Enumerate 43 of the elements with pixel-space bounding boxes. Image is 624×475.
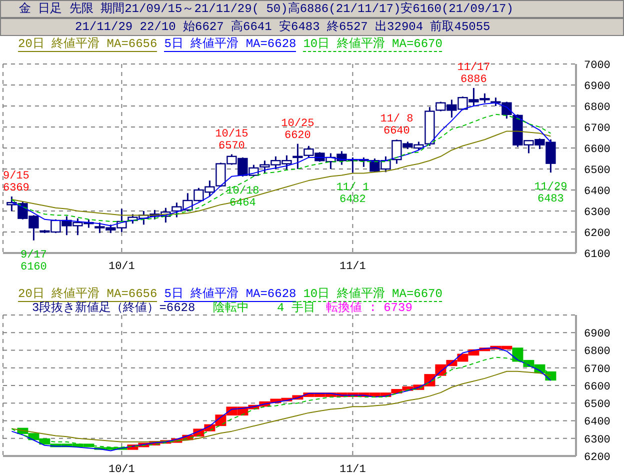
annotation: 11/ 8 6640 xyxy=(380,114,414,138)
annotation: 10/18 6464 xyxy=(226,186,260,210)
y-tick-label: 6100 xyxy=(584,248,610,261)
y-tick-label: 6700 xyxy=(584,364,610,376)
chart-title: 金 日足 先限 期間21/09/15～21/11/29( 50)高6886(21/11/17)安6160(21/09/17) xyxy=(0,0,624,18)
y-tick-label: 6300 xyxy=(584,206,610,219)
y-tick-label: 7000 xyxy=(584,60,610,72)
y-tick-label: 6800 xyxy=(584,346,610,358)
x-tick-label: 10/1 xyxy=(108,260,136,273)
annotation: 9/17 6160 xyxy=(20,249,47,274)
text: 5日 終値平滑 MA=6628 xyxy=(164,37,296,52)
text: 10日 終値平滑 MA=6670 xyxy=(303,37,442,52)
y-tick-label: 6300 xyxy=(584,434,610,446)
y-tick-label: 6200 xyxy=(584,228,610,240)
annotation: 3段抜き新値足（終値）=6628 xyxy=(32,301,196,315)
y-tick-label: 6200 xyxy=(584,452,610,464)
annotation: 10/25 6620 xyxy=(281,118,314,142)
y-tick-label: 6600 xyxy=(584,381,610,394)
annotation: 11/17 6886 xyxy=(457,62,490,86)
chart-subtitle: 21/11/29 22/10 始6627 高6641 安6483 終6527 出32904 前取45055 xyxy=(0,18,624,36)
y-tick-label: 6600 xyxy=(584,144,610,156)
text: 10日 終値平滑 MA=6670 xyxy=(303,287,442,302)
y-tick-label: 6700 xyxy=(584,122,610,135)
annotation: 9/15 6369 xyxy=(2,170,30,195)
annotation: 転換値 : 6739 xyxy=(326,301,412,315)
y-tick-label: 6900 xyxy=(584,328,610,341)
annotation: 11/29 6483 xyxy=(534,182,568,206)
y-tick-label: 6400 xyxy=(584,416,610,429)
y-tick-label: 6800 xyxy=(584,102,610,114)
annotation: 4 手目 xyxy=(277,301,316,315)
annotation: 陰転中 xyxy=(213,301,249,315)
text: 20日 終値平滑 MA=6656 xyxy=(18,37,158,52)
y-tick-label: 6900 xyxy=(584,80,610,93)
text: 5日 終値平滑 MA=6628 xyxy=(164,287,296,302)
y-tick-label: 6500 xyxy=(584,164,610,177)
annotation: 10/15 6570 xyxy=(215,128,248,152)
x-tick-label: 10/1 xyxy=(108,464,136,475)
text: 20日 終値平滑 MA=6656 xyxy=(18,287,158,302)
y-tick-label: 6500 xyxy=(584,399,610,412)
x-tick-label: 11/1 xyxy=(339,464,366,475)
y-tick-label: 6400 xyxy=(584,186,610,198)
x-tick-label: 11/1 xyxy=(339,260,366,273)
annotation: 11/ 1 6482 xyxy=(336,182,370,206)
